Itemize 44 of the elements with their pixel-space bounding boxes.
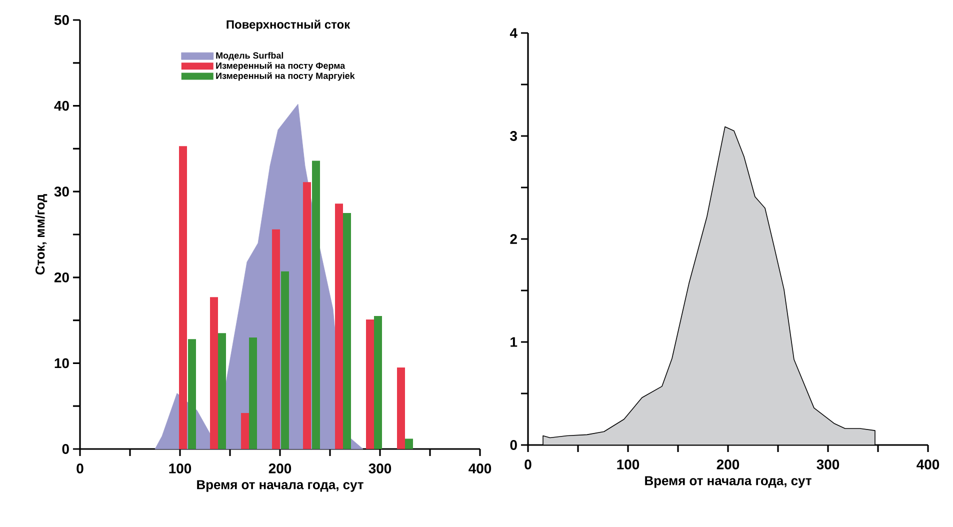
bar — [210, 297, 218, 449]
x-tick-label: 400 — [916, 459, 940, 470]
y-tick-label: 1 — [510, 337, 518, 347]
bar — [218, 333, 226, 449]
bar — [241, 412, 249, 449]
bar — [397, 367, 405, 449]
y-tick-label: 40 — [54, 100, 69, 111]
bar — [272, 229, 280, 449]
y-tick-label: 3 — [510, 131, 517, 141]
x-axis-title: Время от начала года, сут — [645, 476, 812, 488]
bar — [405, 438, 413, 449]
legend-label: Измеренный на посту Маргуiek — [216, 72, 355, 81]
x-tick-label: 100 — [617, 459, 640, 470]
x-tick-label: 400 — [468, 463, 492, 474]
y-axis-title: Сток, мм/год — [35, 194, 48, 274]
bar — [366, 319, 374, 449]
x-tick-label: 300 — [368, 463, 392, 474]
bar — [343, 213, 351, 449]
y-tick-label: 20 — [54, 272, 69, 282]
y-tick-label: 30 — [54, 186, 69, 197]
x-axis-title: Время от начала года, сут — [197, 480, 364, 492]
x-tick-label: 200 — [268, 463, 292, 474]
bar — [335, 204, 343, 449]
chart-title: Поверхностный сток — [226, 20, 350, 32]
x-tick-label: 0 — [524, 459, 532, 470]
x-tick-label: 100 — [169, 463, 192, 474]
x-tick-label: 300 — [816, 459, 840, 470]
bar — [374, 316, 382, 449]
bar — [281, 271, 289, 449]
bar — [312, 160, 320, 449]
y-tick-label: 0 — [510, 440, 517, 450]
y-tick-label: 10 — [54, 358, 69, 368]
x-tick-label: 0 — [76, 463, 84, 474]
bar — [303, 182, 311, 449]
bar — [249, 337, 257, 449]
y-tick-label: 2 — [510, 234, 517, 244]
y-tick-label: 4 — [510, 28, 518, 38]
legend-label: Измеренный на посту Ферма — [216, 62, 346, 71]
legend-label: Модель Surfbal — [216, 52, 284, 60]
bar — [188, 339, 196, 449]
x-tick-label: 200 — [716, 459, 740, 470]
y-tick-label: 0 — [62, 444, 69, 454]
bar — [179, 146, 187, 449]
y-tick-label: 50 — [54, 15, 69, 25]
